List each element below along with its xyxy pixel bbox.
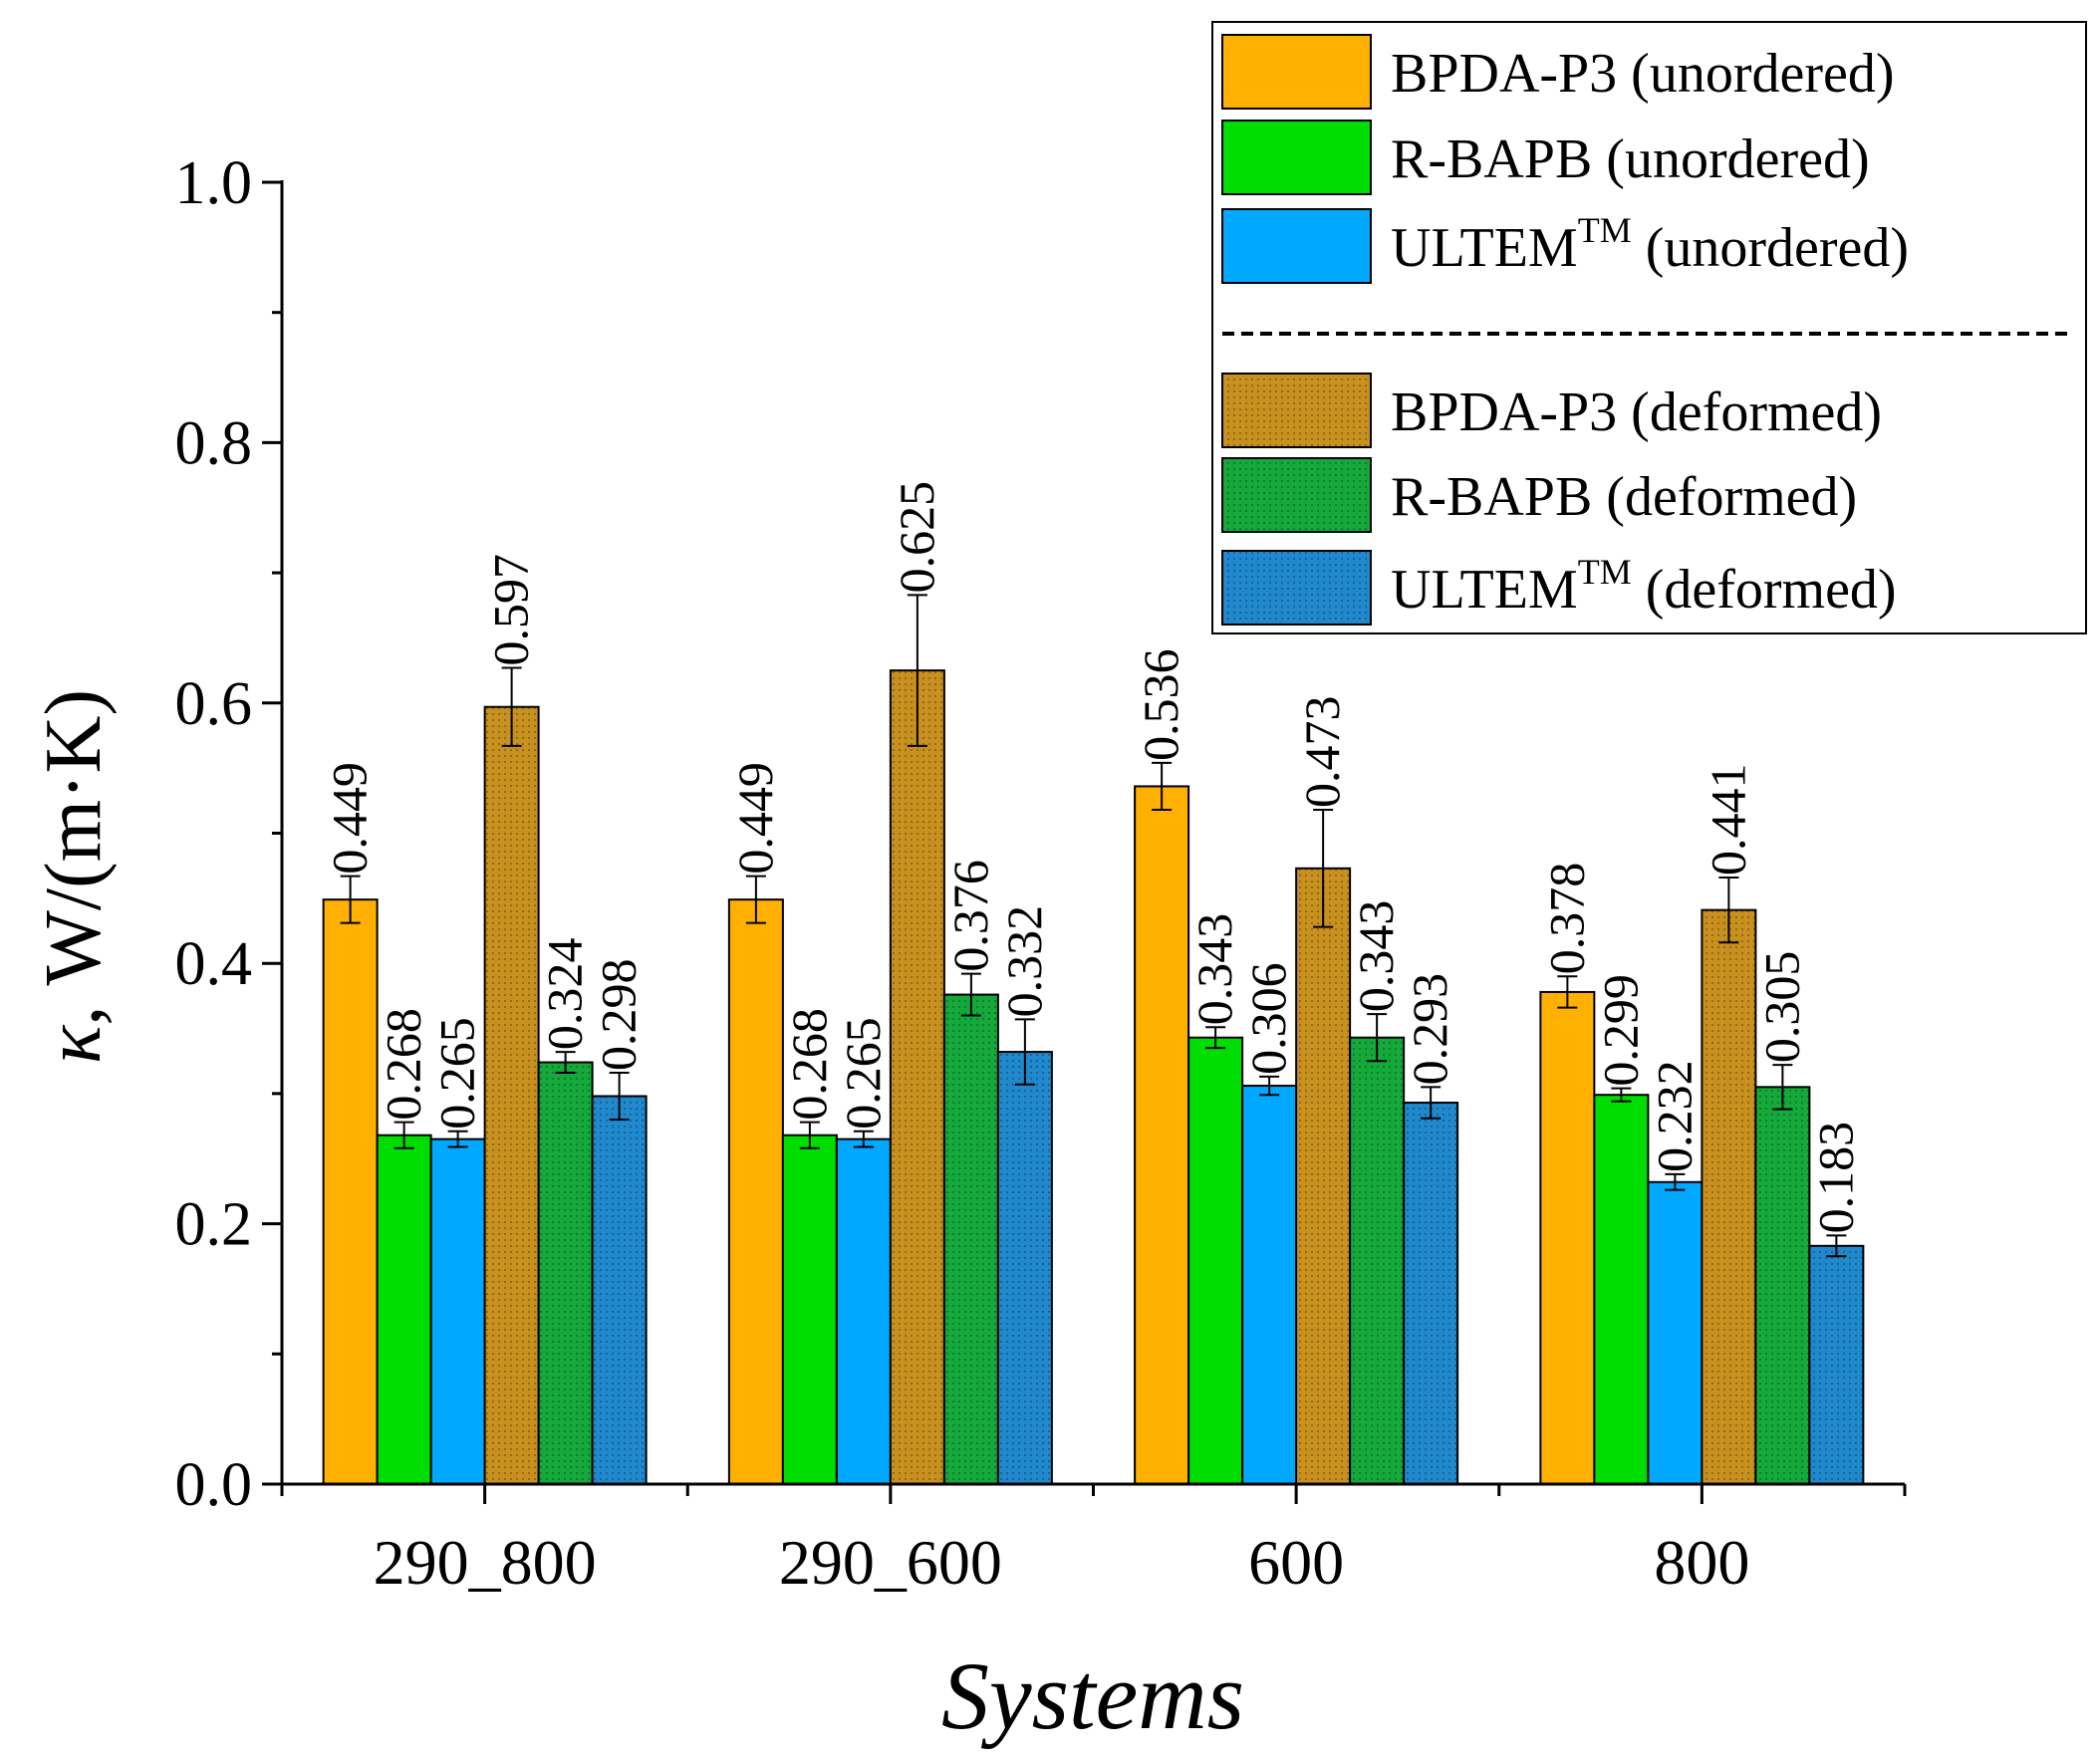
y-tick-label: 1.0 [175, 149, 253, 217]
y-tick-label: 0.8 [175, 409, 253, 477]
data-label: 0.343 [1348, 900, 1404, 1013]
bar-texture [1296, 868, 1351, 1484]
x-tick-label: 290_600 [779, 1527, 1002, 1598]
bar-texture [890, 670, 944, 1484]
legend-label-state: (unordered) [1617, 43, 1894, 105]
data-label: 0.376 [942, 860, 998, 972]
x-tick-label: 800 [1654, 1527, 1749, 1598]
data-label: 0.265 [429, 1017, 485, 1130]
bar [1647, 1180, 1704, 1485]
bar [1539, 990, 1596, 1485]
bar [781, 1133, 838, 1485]
legend-label-name: ULTEM [1391, 559, 1578, 621]
legend-label-name: ULTEM [1391, 217, 1578, 279]
y-tick-label: 0.4 [175, 930, 253, 998]
data-label: 0.232 [1646, 1060, 1702, 1172]
data-label: 0.536 [1133, 648, 1188, 761]
x-axis-title: Systems [941, 1642, 1244, 1749]
y-tick-label: 0.6 [175, 670, 253, 738]
legend-label-superscript: TM [1578, 210, 1632, 250]
legend-label-name: R-BAPB [1391, 128, 1592, 190]
data-label: 0.324 [537, 938, 593, 1051]
y-tick-label: 0.2 [175, 1191, 253, 1259]
bar-texture [1350, 1037, 1405, 1484]
data-label: 0.183 [1807, 1122, 1863, 1234]
data-label: 0.449 [727, 762, 783, 875]
legend-label: ULTEMTM (deformed) [1391, 552, 1897, 621]
data-label: 0.305 [1753, 951, 1809, 1064]
bar [376, 1133, 432, 1485]
legend-label: R-BAPB (deformed) [1391, 466, 1857, 528]
data-label: 0.343 [1186, 913, 1242, 1026]
legend-label-superscript: TM [1578, 552, 1632, 592]
bar [1593, 1094, 1650, 1486]
bar [727, 898, 784, 1485]
legend-label-state: (deformed) [1617, 381, 1882, 443]
data-label: 0.441 [1700, 763, 1755, 876]
legend-label: ULTEMTM (unordered) [1391, 210, 1909, 279]
data-label: 0.293 [1402, 973, 1457, 1086]
data-label: 0.473 [1294, 695, 1350, 808]
bar-texture [943, 994, 998, 1484]
legend-label-state: (deformed) [1632, 559, 1897, 621]
legend-label: R-BAPB (unordered) [1391, 128, 1870, 190]
data-label: 0.298 [591, 958, 647, 1071]
data-label: 0.332 [996, 905, 1052, 1018]
data-label: 0.625 [889, 481, 944, 594]
y-axis-title-symbol: κ [30, 1024, 118, 1064]
data-label: 0.378 [1538, 863, 1594, 975]
data-label: 0.299 [1592, 974, 1648, 1087]
plot-area: 0.4490.2680.2650.5970.3240.2980.4490.268… [322, 481, 1865, 1486]
y-tick-label: 0.0 [175, 1451, 253, 1519]
legend-label: BPDA-P3 (unordered) [1391, 43, 1894, 105]
legend-swatch-texture [1222, 458, 1371, 532]
data-label: 0.449 [322, 762, 378, 875]
data-label: 0.306 [1240, 962, 1296, 1075]
legend-swatch [1221, 34, 1372, 110]
bar-texture [1702, 909, 1756, 1484]
legend-label-name: BPDA-P3 [1391, 381, 1617, 443]
bar-texture [1809, 1245, 1864, 1484]
legend-swatch-texture [1222, 374, 1371, 447]
legend-label-state: (unordered) [1632, 217, 1909, 279]
bar [1187, 1036, 1244, 1485]
bar-texture [997, 1052, 1052, 1484]
x-tick-label: 600 [1248, 1527, 1344, 1598]
bar-texture [538, 1062, 593, 1484]
bar-texture [592, 1096, 647, 1484]
legend: BPDA-P3 (unordered)R-BAPB (unordered)ULT… [1211, 21, 2087, 634]
bar-texture [484, 706, 539, 1484]
y-axis-title-units: , W/(m·K) [30, 689, 118, 1026]
legend-label-name: R-BAPB [1391, 466, 1592, 528]
bar [322, 898, 379, 1485]
axes: 0.0 0.2 0.4 0.6 0.8 1.0 290_800 290_600 600 800 [175, 149, 1907, 1598]
legend-label-state: (deformed) [1592, 466, 1857, 528]
bar [835, 1137, 892, 1486]
data-label: 0.268 [781, 1008, 837, 1121]
x-tick-label: 290_800 [374, 1527, 597, 1598]
bar [1241, 1085, 1298, 1485]
data-label: 0.265 [835, 1017, 891, 1130]
data-label: 0.597 [483, 554, 539, 666]
legend-label-state: (unordered) [1592, 128, 1869, 190]
y-axis-title: κ, W/(m·K) [30, 689, 118, 1064]
legend-box [1211, 21, 2087, 634]
bar [429, 1137, 486, 1486]
bar-texture [1404, 1103, 1458, 1484]
legend-label-name: BPDA-P3 [1391, 43, 1617, 105]
legend-swatch [1221, 208, 1372, 284]
legend-swatch-texture [1222, 551, 1371, 625]
legend-swatch [1221, 120, 1372, 195]
bar [1134, 785, 1190, 1485]
bar-texture [1755, 1087, 1810, 1484]
legend-label: BPDA-P3 (deformed) [1391, 381, 1882, 443]
data-label: 0.268 [376, 1008, 431, 1121]
